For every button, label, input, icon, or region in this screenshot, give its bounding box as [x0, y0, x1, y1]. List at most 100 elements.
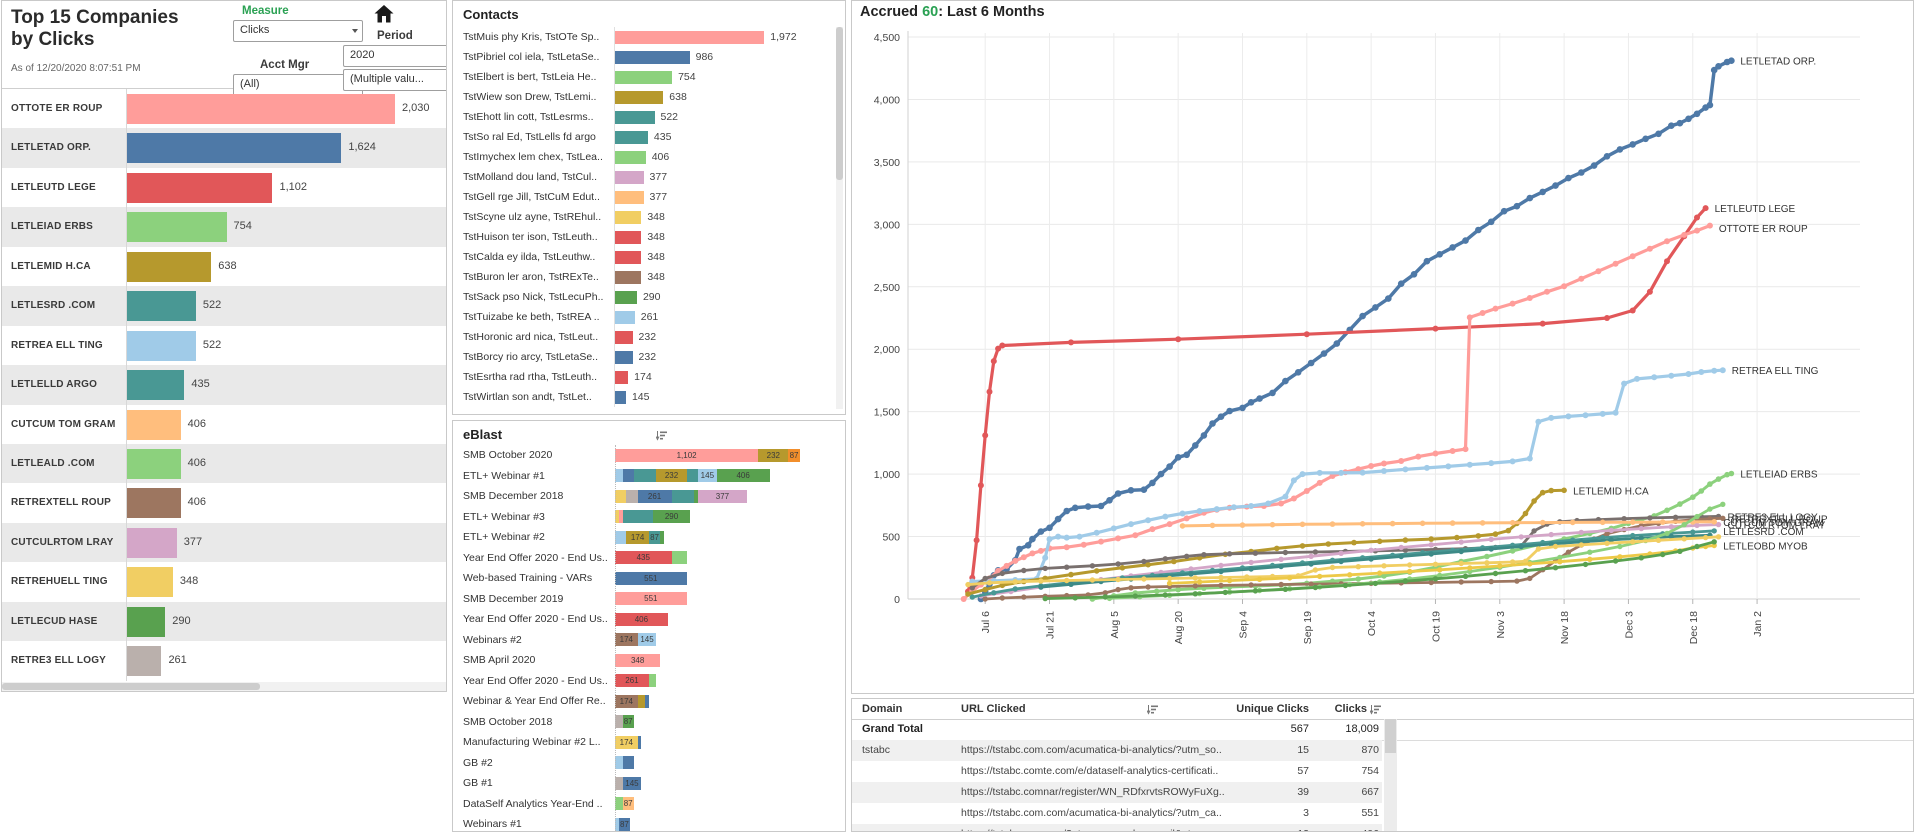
series-marker-letleald-com[interactable] [1707, 506, 1713, 512]
eblast-bar-segment[interactable] [618, 510, 623, 523]
series-marker-letletad-orp[interactable] [1269, 389, 1276, 397]
eblast-bar-segment[interactable]: 145 [637, 633, 657, 646]
series-marker-letletad-orp[interactable] [1247, 399, 1255, 406]
series-marker-retrea-ell-ting[interactable] [1612, 409, 1619, 416]
series-marker-letleobd-myob[interactable] [1407, 568, 1413, 575]
series-marker-retrea-ell-ting[interactable] [1179, 510, 1186, 517]
series-marker-retrehuell-ting[interactable] [1312, 567, 1319, 573]
series-marker-ottote-er-roup[interactable] [1612, 260, 1619, 267]
series-marker-letletad-orp[interactable] [1192, 442, 1199, 449]
series-marker-ottote-er-roup[interactable] [1003, 562, 1010, 569]
series-marker-retrea-ell-ting[interactable] [1055, 533, 1062, 540]
eblast-bar-segment[interactable]: 406 [716, 469, 770, 482]
series-marker-letleutd-lege[interactable] [990, 358, 997, 365]
eblast-bar-segment[interactable] [671, 489, 695, 503]
series-marker-letleutd-lege[interactable] [1646, 288, 1653, 295]
series-marker-retrehuell-ting[interactable] [1655, 537, 1662, 543]
series-marker-retrehuell-ting[interactable] [965, 581, 971, 588]
series-marker-ottote-er-roup[interactable] [1492, 305, 1499, 312]
eblast-bar-segment[interactable] [637, 735, 642, 749]
series-marker-retrehuell-ting[interactable] [1355, 564, 1361, 570]
series-marker-letlelld-argo[interactable] [1278, 563, 1284, 570]
series-marker-ottote-er-roup[interactable] [1681, 231, 1688, 238]
contact-bar[interactable] [615, 90, 664, 104]
series-marker-retrea-ell-ting[interactable] [1582, 412, 1589, 419]
company-bar[interactable] [127, 94, 395, 124]
series-marker-letletad-orp[interactable] [1462, 237, 1469, 244]
series-marker-letleutd-lege[interactable] [986, 388, 993, 395]
series-marker-retre3-ell-logy[interactable] [1141, 558, 1147, 565]
series-marker-letleutd-lege[interactable] [1629, 307, 1636, 314]
series-marker-letleald-com[interactable] [1664, 530, 1670, 537]
eblast-bar-segment[interactable]: 145 [697, 469, 717, 482]
series-marker-retrehuell-ting[interactable] [1702, 534, 1709, 541]
series-marker-retrehuell-ting[interactable] [1552, 543, 1559, 550]
eblast-bar-segment[interactable]: 551 [615, 592, 687, 605]
series-marker-retrea-ell-ting[interactable] [1719, 367, 1726, 374]
series-marker-letletad-orp[interactable] [1385, 295, 1392, 302]
series-marker-letlelld-argo[interactable] [1638, 535, 1644, 541]
series-marker-letletad-orp[interactable] [1209, 420, 1216, 427]
scrollbar-thumb[interactable] [1385, 719, 1396, 753]
series-marker-letlemid-h-ca[interactable] [1561, 487, 1567, 494]
series-marker-letletad-orp[interactable] [1071, 504, 1079, 512]
series-marker-letletad-orp[interactable] [1676, 119, 1684, 127]
series-marker-letletad-orp[interactable] [1016, 545, 1023, 553]
series-marker-letleald-com[interactable] [1720, 501, 1726, 507]
series-marker-retrea-ell-ting[interactable] [1488, 460, 1495, 467]
eblast-bar-segment[interactable] [671, 551, 687, 564]
series-marker-retrea-ell-ting[interactable] [1162, 513, 1169, 520]
series-marker-letlemid-h-ca[interactable] [1119, 565, 1126, 571]
company-bar[interactable] [127, 646, 162, 677]
series-marker-letletad-orp[interactable] [1359, 312, 1366, 320]
series-marker-retre3-ell-logy[interactable] [1042, 565, 1048, 572]
cell-url[interactable]: https://tstabc.comcom/?utm_source=hs_ema… [961, 828, 1226, 831]
series-marker-retre3-ell-logy[interactable] [1282, 549, 1289, 556]
contact-bar[interactable] [615, 270, 642, 284]
series-marker-letletad-orp[interactable] [1728, 57, 1735, 64]
series-marker-ottote-er-roup[interactable] [1479, 310, 1486, 316]
eblast-bar-segment[interactable]: 232 [656, 469, 687, 482]
series-marker-retrehuell-ting[interactable] [1166, 575, 1173, 582]
series-marker-retre3-ell-logy[interactable] [1252, 550, 1259, 556]
series-marker-retrehuell-ting[interactable] [1630, 539, 1636, 545]
series-marker-ottote-er-roup[interactable] [1029, 550, 1036, 557]
series-marker-ottote-er-roup[interactable] [1020, 554, 1027, 561]
series-marker-cutcum-tom-gram[interactable] [1711, 519, 1717, 525]
series-marker-letlemid-h-ca[interactable] [1539, 489, 1546, 496]
eblast-bar-segment[interactable] [615, 469, 623, 482]
series-marker-letlesrd-com[interactable] [969, 594, 975, 600]
series-marker-cutculrtom-lray[interactable] [1715, 521, 1722, 528]
series-marker-letletad-orp[interactable] [1183, 451, 1190, 459]
series-marker-retrehuell-ting[interactable] [1458, 560, 1464, 567]
series-marker-letleald-com[interactable] [1437, 572, 1443, 579]
series-marker-retre3-ell-logy[interactable] [1184, 553, 1190, 559]
series-marker-cutculrtom-lray[interactable] [1278, 556, 1284, 562]
series-marker-letleobd-myob[interactable] [1256, 576, 1263, 582]
cell-url[interactable]: https://tstabc.com.com/acumatica-bi-anal… [961, 807, 1222, 819]
series-marker-retre3-ell-logy[interactable] [969, 585, 975, 591]
series-marker-cutcum-tom-gram[interactable] [1299, 521, 1306, 528]
series-marker-retrextell-roup[interactable] [1604, 531, 1610, 537]
eblast-bar-segment[interactable]: 87 [618, 817, 631, 831]
company-bar[interactable] [127, 330, 196, 361]
series-marker-cutcum-tom-gram[interactable] [1479, 520, 1486, 526]
series-marker-cutcum-tom-gram[interactable] [1329, 521, 1336, 527]
series-marker-retrextell-roup[interactable] [1278, 581, 1284, 588]
series-marker-letlecud-hase[interactable] [1582, 561, 1589, 568]
series-marker-cutcum-tom-gram[interactable] [1239, 522, 1246, 528]
eblast-bar-segment[interactable] [615, 530, 627, 544]
series-marker-retrea-ell-ting[interactable] [1299, 471, 1306, 478]
series-marker-cutculrtom-lray[interactable] [1638, 525, 1644, 532]
series-marker-cutculrtom-lray[interactable] [1218, 562, 1224, 569]
series-marker-letleutd-lege[interactable] [1432, 325, 1439, 332]
series-marker-retrextell-roup[interactable] [1102, 590, 1108, 596]
series-marker-letletad-orp[interactable] [1097, 502, 1105, 510]
series-marker-letleiad-erbs[interactable] [1381, 573, 1387, 579]
series-marker-letlemid-h-ca[interactable] [1505, 527, 1512, 534]
vertical-scrollbar[interactable] [1384, 719, 1397, 831]
series-marker-ottote-er-roup[interactable] [1166, 521, 1173, 528]
series-marker-letleobd-myob[interactable] [1527, 561, 1533, 567]
eblast-bar-segment[interactable]: 377 [697, 489, 747, 503]
series-marker-letletad-orp[interactable] [1046, 524, 1053, 532]
